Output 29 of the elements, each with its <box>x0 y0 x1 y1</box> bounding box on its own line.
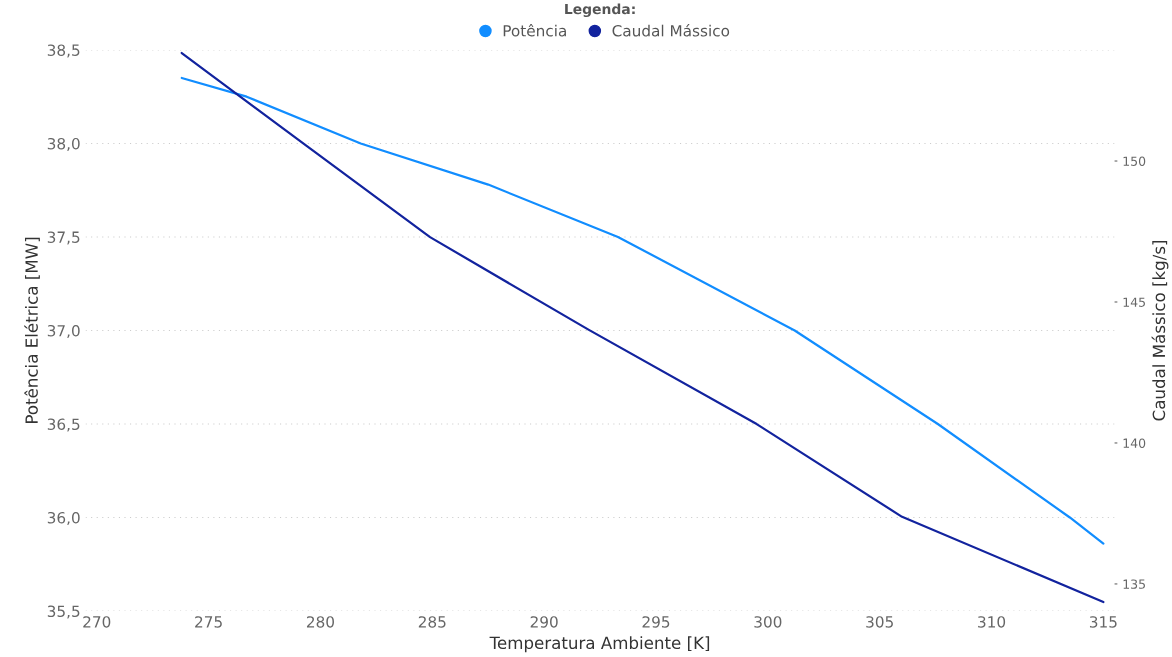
x-tick-label: 310 <box>978 616 1006 628</box>
y-tick-label: 38,0 <box>47 137 80 152</box>
line-series <box>180 51 1105 604</box>
legend-label: Potência <box>503 24 566 37</box>
y2-tick-label: 145 <box>1123 297 1145 307</box>
x-tick-label: 290 <box>530 616 558 628</box>
x-tick-label: 295 <box>642 616 670 628</box>
legend-label: Caudal Mássico <box>612 24 730 37</box>
y-axis-title: Potência Elétrica [MW] <box>24 237 40 423</box>
x-tick-label: 300 <box>754 616 782 628</box>
y-tick-label: 35,5 <box>47 605 80 619</box>
y2-tick-label: 140 <box>1123 438 1146 448</box>
x-tick-label: 285 <box>418 616 446 628</box>
x-tick-label: 275 <box>195 616 222 628</box>
x-tick-label: 305 <box>866 616 893 628</box>
y-tick-label: 37,0 <box>47 324 80 339</box>
y2-tick-label: 135 <box>1123 579 1145 589</box>
line-series <box>180 76 1105 545</box>
y-tick-label: 37,5 <box>47 231 80 245</box>
x-tick-label: 270 <box>83 616 111 628</box>
y-tick-label: 36,0 <box>47 511 80 526</box>
x-axis-title: Temperatura Ambiente [K] <box>489 636 710 653</box>
x-tick-label: 315 <box>1089 616 1117 628</box>
y-tick-label: 36,5 <box>47 418 80 432</box>
y-tick-label: 38,5 <box>47 44 80 58</box>
x-tick-label: 280 <box>306 616 335 628</box>
y2-tick-label: 150 <box>1123 156 1146 166</box>
y2-axis-title: Caudal Mássico [kg/s] <box>1151 240 1169 421</box>
legend-title: Legenda: <box>565 3 635 18</box>
